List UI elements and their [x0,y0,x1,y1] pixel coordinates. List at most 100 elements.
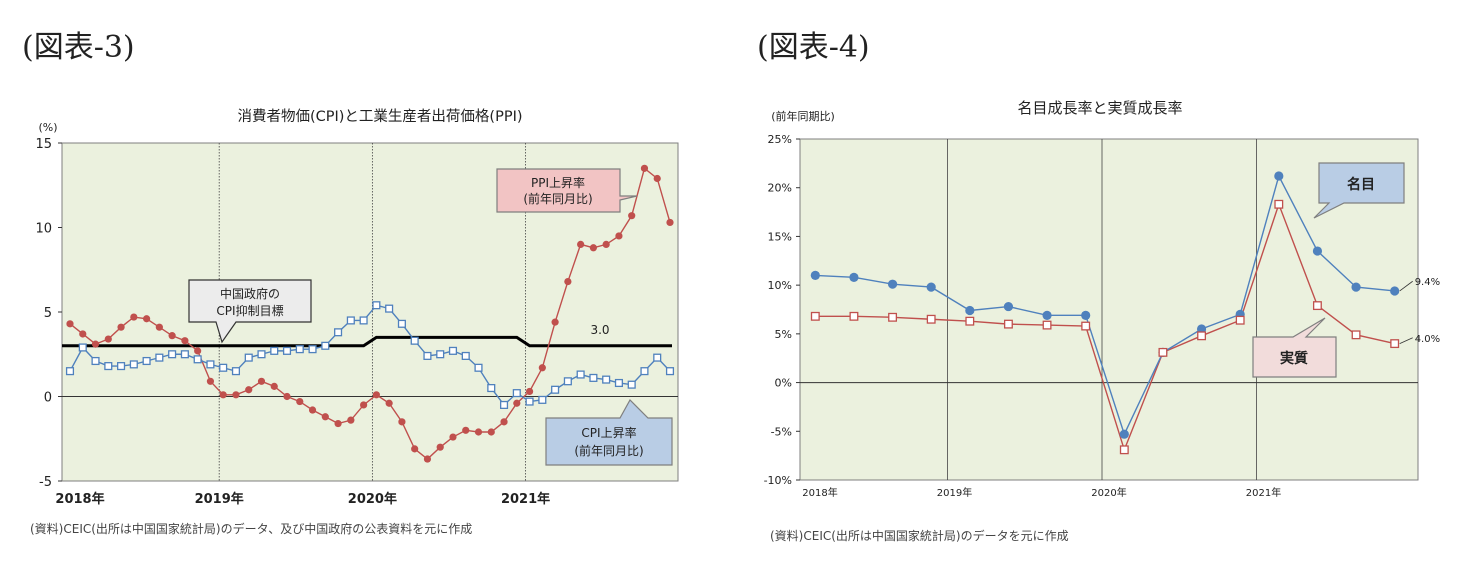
chart2-real-point [1081,321,1091,331]
chart1-ppi-point [232,391,240,399]
chart2-real-point [1003,319,1013,329]
figure-4-source-note: (資料)CEIC(出所は中国国家統計局)のデータを元に作成 [770,529,1069,543]
chart1-x-tick-label: 2018年 [55,491,104,507]
chart2-real-line [815,202,1395,452]
chart1-ppi-point [513,399,521,407]
chart1-cpi-point [78,343,87,352]
chart1-x-tick-label: 2019年 [195,491,244,507]
chart1-ppi-point [79,330,87,338]
chart2-real-point [888,312,898,322]
chart2-nominal-line [815,174,1395,437]
chart2-real-end-label: 4.0% [1415,334,1440,345]
chart2-real-end-leader [1399,337,1413,344]
chart2-nominal-point [849,272,859,282]
chart2-x-tick-label: 2019年 [937,486,972,499]
chart2-nominal-point [1351,282,1361,292]
chart1-cpi-callout [545,399,673,466]
chart1-cpi-point [576,370,585,379]
chart1-ppi-point [194,347,202,355]
chart2-x-tick-label: 2020年 [1091,486,1126,499]
chart1-cpi-point [129,360,138,369]
chart2-y-tick-label: 20% [768,182,792,195]
chart1-ppi-point [538,364,546,372]
chart2-y-tick-label: 15% [768,230,792,243]
chart1-cpi-point [193,355,202,364]
chart2-real-point [1119,445,1129,455]
chart1-cpi-point [525,397,534,406]
chart2-y-tick-label: 25% [768,133,792,146]
chart1-ppi-callout-text2: (前年同月比) [523,191,592,206]
chart1-ppi-point [245,386,253,394]
chart2-y-tick-label: 10% [768,279,792,292]
chart1-ppi-point [666,218,674,227]
chart2-nominal-point [926,282,936,292]
chart1-y-tick-label: 10 [35,222,52,237]
chart1-y-tick-label: 5 [44,306,52,321]
chart1-ppi-point [104,335,112,343]
chart2-real-callout [1252,317,1337,378]
chart1-ppi-point [372,391,380,399]
chart1-ppi-point [142,315,151,323]
chart1-ppi-point [525,387,534,396]
chart1-ppi-point [155,323,163,331]
chart1-ppi-point [283,392,291,401]
chart2-real-point [965,316,975,326]
chart1-cpi-point [308,345,317,354]
chart2-y-tick-label: 5% [775,328,792,341]
chart2-nominal-end-leader [1399,280,1413,292]
chart2-real-point [1158,347,1168,357]
chart2-nominal-point [1196,324,1207,334]
chart1-cpi-point [665,367,675,376]
chart1-ppi-point [398,418,406,426]
chart2-x-tick-label: 2021年 [1246,486,1281,499]
chart1-ppi-point [411,445,419,453]
chart1-x-tick-label: 2021年 [501,491,550,507]
chart1-cpi-point [397,319,406,328]
chart2-nominal-callout-text: 名目 [1347,176,1375,193]
chart1-cpi-point [206,360,215,369]
chart1-ppi-point [474,428,483,436]
chart1-cpi-point [142,356,151,366]
chart1-ppi-point [602,240,610,248]
chart2-real-point [926,314,936,324]
chart1-cpi-point [423,351,432,360]
chart1-cpi-point [499,400,509,409]
figure-3-source-note: (資料)CEIC(出所は中国国家統計局)のデータ、及び中国政府の公表資料を元に作… [30,522,473,536]
chart1-ppi-point [296,397,304,406]
chart2-nominal-point [1042,310,1052,320]
chart2-real-point [1390,339,1400,349]
figure-3-label: (図表-3) [22,30,135,65]
chart1-ppi-point [130,313,138,321]
chart2-real-point [1042,320,1052,330]
chart1-cpi-point [295,345,304,354]
chart1-cpi-point [219,363,228,372]
chart1-ppi-point [91,340,100,348]
chart1-x-tick-label: 2020年 [348,491,397,507]
chart1-cpi-point [155,353,164,362]
chart1-cpi-point [410,336,419,345]
chart2-nominal-end-label: 9.4% [1415,277,1440,288]
chart1-target-callout-text: 中国政府の [220,286,280,301]
chart2-real-point [810,311,820,321]
chart1-target-value-label: 3.0 [590,323,609,337]
chart1-cpi-point [653,353,662,362]
chart2-nominal-point [1274,171,1284,181]
chart2-real-point [1274,199,1284,209]
chart1-cpi-point [461,351,470,360]
chart1-ppi-point [360,401,368,409]
chart2-real-callout-text: 実質 [1280,350,1308,367]
chart1-ppi-point [168,332,176,340]
chart1-y-tick-label: 0 [44,391,52,406]
chart1-cpi-point [257,350,266,359]
chart1-cpi-point [359,316,368,325]
chart1-ppi-callout-text: PPI上昇率 [531,175,585,190]
chart1-ppi-point [615,232,623,240]
chart1-cpi-callout-text: CPI上昇率 [581,425,636,440]
chart1-ppi-point [577,240,585,248]
chart2-y-tick-label: 0% [775,377,792,390]
chart1-ppi-point [462,426,470,434]
figure-4-label: (図表-4) [757,30,870,65]
chart1-cpi-point [563,377,572,386]
chart1-cpi-point [627,380,636,389]
